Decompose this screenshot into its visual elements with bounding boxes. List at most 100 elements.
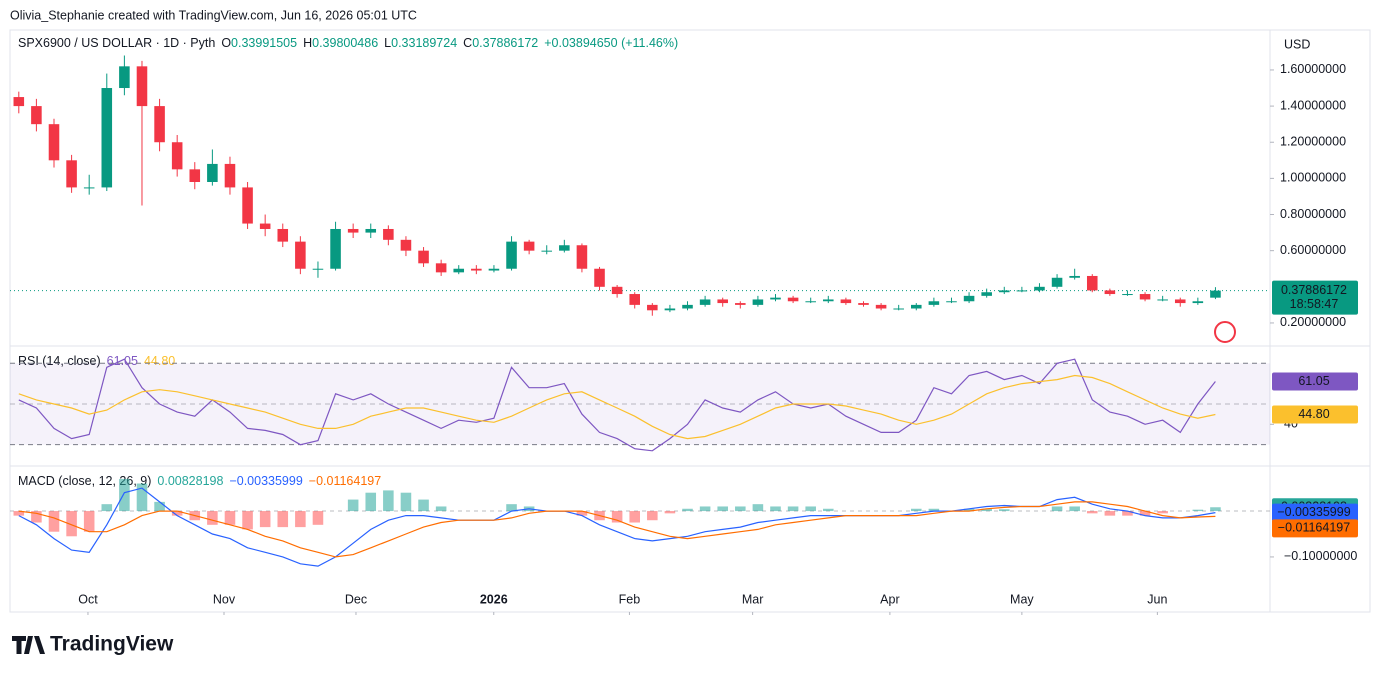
histogram-bar xyxy=(699,506,711,512)
histogram-bar xyxy=(787,506,799,512)
change: +0.03894650 (+11.46%) xyxy=(544,36,678,50)
histogram-bar xyxy=(963,508,975,512)
indicator-line xyxy=(18,501,1216,558)
candle-body xyxy=(752,299,764,305)
candle-body xyxy=(453,268,465,273)
candle-body xyxy=(594,268,605,287)
candle-body xyxy=(523,241,535,251)
candle-body xyxy=(400,239,412,251)
histogram-bar xyxy=(1122,511,1133,516)
histogram-bar xyxy=(770,506,781,512)
candle-body xyxy=(330,228,341,269)
x-tick-label: Mar xyxy=(742,592,764,606)
ohlc-letter: L xyxy=(384,36,391,50)
rsi-legend: RSI (14, close) 61.05 44.80 xyxy=(18,354,175,368)
rsi-value: 61.05 xyxy=(107,354,138,368)
candle-body xyxy=(171,142,183,170)
candle-body xyxy=(101,88,113,188)
symbol: SPX6900 / US DOLLAR · 1D · Pyth xyxy=(18,36,215,50)
candle-body xyxy=(735,303,746,305)
rsi-ma-badge xyxy=(1272,405,1358,424)
candle-body xyxy=(347,228,359,233)
legend: SPX6900 / US DOLLAR · 1D · Pyth O0.339915… xyxy=(18,36,678,50)
price-badge-text: 0.37886172 xyxy=(1281,283,1347,297)
candle-body xyxy=(858,303,869,305)
candle-body xyxy=(893,308,904,310)
candle-body xyxy=(48,124,60,161)
flag-icon xyxy=(1214,321,1236,343)
histogram-bar xyxy=(911,508,922,512)
brand-name: TradingView xyxy=(50,633,174,656)
histogram-bar xyxy=(647,511,658,521)
candle-body xyxy=(418,250,429,264)
candle-body xyxy=(611,286,623,295)
candle-body xyxy=(541,250,553,252)
indicator-line xyxy=(18,487,1216,567)
y-tick-label: 1.00000000 xyxy=(1280,171,1346,185)
candle-body xyxy=(189,169,201,182)
histogram-bar xyxy=(242,511,253,530)
brand-logo xyxy=(12,636,45,654)
histogram-bar xyxy=(83,511,95,532)
candle-body xyxy=(787,297,799,302)
histogram-bar xyxy=(682,508,693,512)
x-tick-label: Oct xyxy=(78,592,98,606)
candle-body xyxy=(119,66,130,89)
histogram-bar xyxy=(611,511,623,523)
y-tick-label: 0.80000000 xyxy=(1280,207,1346,221)
y-tick-label: −0.10000000 xyxy=(1284,549,1357,563)
x-tick-label: Jun xyxy=(1147,592,1167,606)
ohlc-letter: H xyxy=(303,36,312,50)
candle-body xyxy=(31,106,42,125)
candle-body xyxy=(1086,275,1098,291)
candle-body xyxy=(805,301,816,303)
rsi-badge-text: 61.05 xyxy=(1298,374,1329,388)
ohlc-letter: C xyxy=(463,36,472,50)
price-badge xyxy=(1272,280,1358,315)
ohlc-letter: O xyxy=(221,36,231,50)
rsi-ma-badge-text: 44.80 xyxy=(1298,407,1329,421)
candle-body xyxy=(998,290,1010,293)
candle-body xyxy=(1210,290,1221,298)
candle-body xyxy=(365,228,377,233)
candle-body xyxy=(259,223,271,229)
y-tick-label: 1.40000000 xyxy=(1280,98,1346,112)
candle-body xyxy=(83,187,95,189)
attribution: Olivia_Stephanie created with TradingVie… xyxy=(10,8,417,22)
macd-title: MACD (close, 12, 26, 9) xyxy=(18,474,151,488)
histogram-bar xyxy=(823,508,834,512)
low-value: 0.33189724 xyxy=(391,36,457,50)
candle-body xyxy=(823,299,834,302)
candle-body xyxy=(981,292,992,296)
histogram-bar xyxy=(154,501,165,512)
histogram-bar xyxy=(136,483,148,512)
close-value: 0.37886172 xyxy=(472,36,538,50)
histogram-bar xyxy=(752,504,764,512)
candle-body xyxy=(664,308,676,311)
histogram-bar xyxy=(981,508,992,512)
candle-body xyxy=(207,163,218,182)
histogram-bar xyxy=(66,511,77,537)
histogram-bar xyxy=(31,511,42,523)
y-tick-label: 1.60000000 xyxy=(1280,62,1346,76)
histogram-bar xyxy=(1086,511,1098,514)
macd-value: −0.00335999 xyxy=(229,474,302,488)
histogram-bar xyxy=(735,506,746,512)
histogram-bar xyxy=(347,499,359,512)
candle-body xyxy=(946,301,957,303)
candle-body xyxy=(471,268,482,271)
candle-body xyxy=(435,263,447,273)
histogram-bar xyxy=(365,492,377,512)
candle-body xyxy=(963,295,975,302)
histogram-bar xyxy=(418,499,429,512)
candle-body xyxy=(911,304,922,309)
candle-body xyxy=(717,299,728,304)
histogram-bar xyxy=(1104,511,1116,516)
histogram-bar xyxy=(928,508,940,512)
candle-body xyxy=(13,97,25,107)
candle-body xyxy=(383,228,394,240)
x-tick-label: Dec xyxy=(345,592,367,606)
histogram-bar xyxy=(277,511,289,528)
candle-body xyxy=(66,160,77,188)
